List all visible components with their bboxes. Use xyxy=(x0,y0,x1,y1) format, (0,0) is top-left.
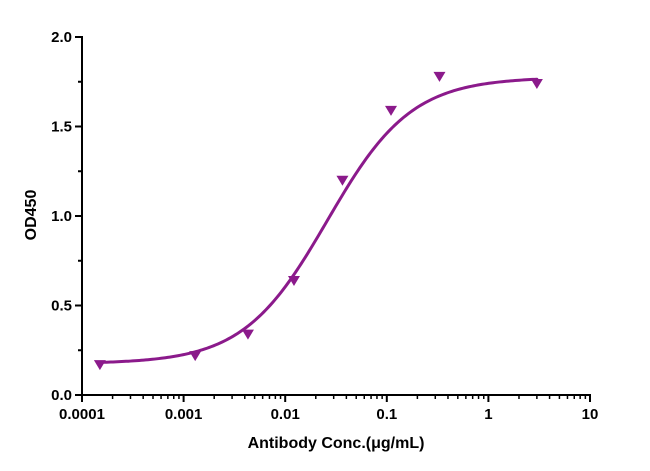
data-point xyxy=(385,105,398,116)
data-point xyxy=(189,351,202,362)
y-tick-label: 2.0 xyxy=(51,29,72,46)
y-tick-label: 1.0 xyxy=(51,208,72,225)
fit-curve-layer xyxy=(98,77,539,364)
data-point xyxy=(93,360,106,371)
x-tick-label: 0.01 xyxy=(271,406,300,423)
y-tick-label: 0.0 xyxy=(51,387,72,404)
y-tick-label: 0.5 xyxy=(51,298,72,315)
data-points-layer xyxy=(93,71,543,371)
y-axis-title: OD450 xyxy=(23,190,40,241)
data-point xyxy=(336,175,349,186)
axes: 0.0 0.5 1.0 1.5 2.0 0.0001 0.001 0.01 0.1 1 10 xyxy=(51,29,598,423)
labels-layer: Antibody Conc.(μg/mL) OD450 xyxy=(23,190,424,452)
data-point xyxy=(241,329,254,340)
x-tick-label: 1 xyxy=(484,406,492,423)
x-axis-title: Antibody Conc.(μg/mL) xyxy=(248,435,425,452)
x-tick-label: 0.1 xyxy=(376,406,397,423)
x-tick-label: 10 xyxy=(582,406,599,423)
x-tick-label: 0.001 xyxy=(165,406,203,423)
data-point xyxy=(530,79,543,90)
x-tick-label: 0.0001 xyxy=(59,406,105,423)
data-point xyxy=(433,71,446,82)
data-point xyxy=(287,275,300,286)
fit-curve xyxy=(98,77,539,364)
y-tick-label: 1.5 xyxy=(51,119,72,136)
